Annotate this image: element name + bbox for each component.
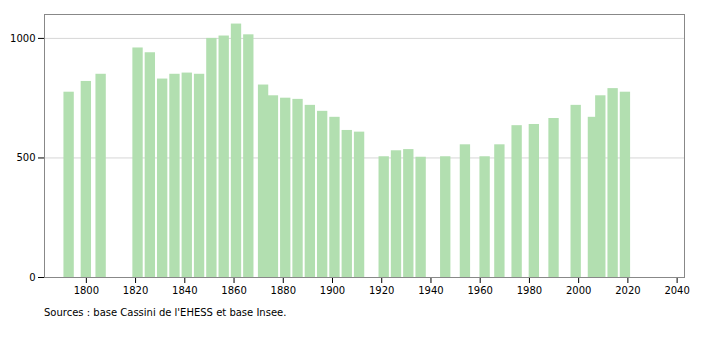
svg-text:2000: 2000 (566, 285, 591, 296)
svg-text:0: 0 (29, 272, 35, 283)
svg-text:1960: 1960 (467, 285, 492, 296)
svg-text:1900: 1900 (320, 285, 345, 296)
svg-text:1840: 1840 (172, 285, 197, 296)
svg-text:1980: 1980 (517, 285, 542, 296)
svg-text:2020: 2020 (615, 285, 640, 296)
svg-text:500: 500 (16, 152, 35, 163)
svg-text:1860: 1860 (221, 285, 246, 296)
html-text:Sources : base Cassini de l'EH: Sources : base Cassini de l'EHESS et bas… (44, 307, 287, 318)
svg-text:1940: 1940 (418, 285, 443, 296)
svg-text:1820: 1820 (123, 285, 148, 296)
svg-text:1920: 1920 (369, 285, 394, 296)
svg-text:1880: 1880 (271, 285, 296, 296)
svg-text:2040: 2040 (664, 285, 689, 296)
svg-text:1000: 1000 (10, 33, 35, 44)
svg-text:1800: 1800 (74, 285, 99, 296)
